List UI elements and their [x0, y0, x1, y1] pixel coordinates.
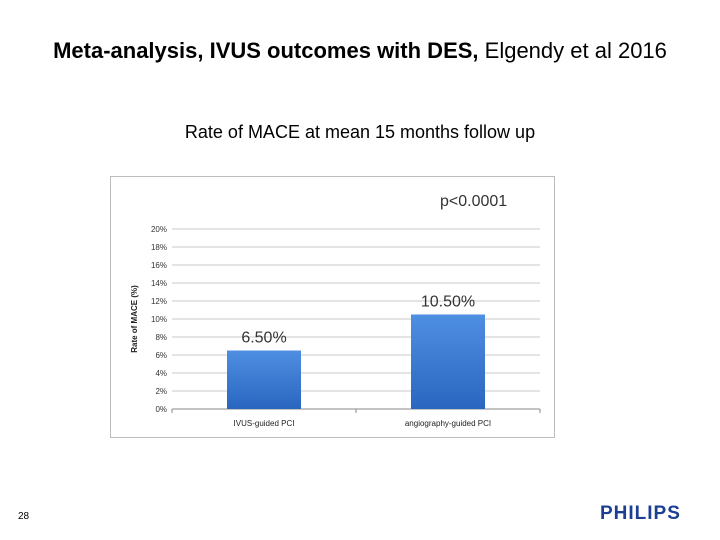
slide-title-citation: Elgendy et al 2016 [478, 38, 667, 63]
y-tick-label: 0% [155, 405, 167, 414]
slide-title-main: Meta-analysis, IVUS outcomes with DES, [53, 38, 479, 63]
y-tick-label: 16% [151, 261, 167, 270]
bar-chart: 0% 2% 4% 6% 8% 10% 12% 14% 16% 18% 20% 6.50% IVUS-gu… [110, 176, 555, 438]
p-value-annotation: p<0.0001 [440, 193, 507, 210]
data-label: 6.50% [241, 330, 286, 347]
chart-title: Rate of MACE at mean 15 months follow up [184, 122, 536, 142]
y-tick-label: 2% [155, 387, 167, 396]
y-tick-label: 12% [151, 297, 167, 306]
y-tick-label: 18% [151, 243, 167, 252]
data-label: 10.50% [421, 294, 475, 311]
bar-2 [411, 314, 485, 409]
philips-logo: PHILIPS [600, 503, 681, 524]
bar-1 [227, 350, 301, 409]
y-tick-label: 10% [151, 315, 167, 324]
slide-number: 28 [18, 511, 30, 522]
slide-title: Meta-analysis, IVUS outcomes with DES, E… [0, 38, 720, 64]
y-tick-label: 6% [155, 351, 167, 360]
y-tick-label: 20% [151, 225, 167, 234]
y-tick-label: 14% [151, 279, 167, 288]
chart-frame [110, 176, 555, 438]
x-tick-label: IVUS-guided PCI [234, 419, 295, 428]
y-axis-label: Rate of MACE (%) [130, 285, 139, 353]
y-tick-label: 8% [155, 333, 167, 342]
x-tick-label: angiography-guided PCI [405, 419, 491, 428]
y-tick-label: 4% [155, 369, 167, 378]
